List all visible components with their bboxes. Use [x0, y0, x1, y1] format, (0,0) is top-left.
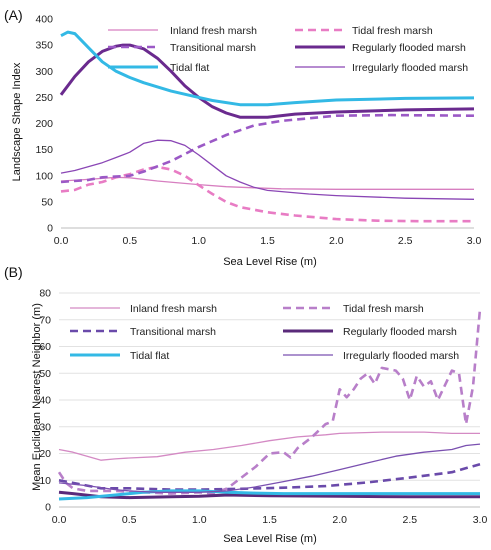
legend-label: Tidal fresh marsh	[352, 25, 433, 37]
y-tick-label: 20	[39, 448, 51, 460]
y-tick-label: 400	[35, 14, 53, 26]
legend-b: Inland fresh marsh Tidal fresh marsh Trans…	[70, 303, 459, 362]
legend-label: Transitional marsh	[130, 326, 216, 338]
y-tick-label: 250	[35, 92, 53, 104]
x-tick-label: 0.5	[122, 514, 137, 526]
y-tick-label: 100	[35, 170, 53, 182]
y-axis-title-a: Landscape Shape Index	[11, 62, 23, 181]
y-tick-label: 0	[47, 223, 53, 235]
series-line-tidal-fresh-marsh	[57, 308, 482, 495]
y-axis-title-b: Mean Euclidean Nearest Neighbor (m)	[31, 303, 43, 491]
x-tick-label: 0.5	[123, 235, 138, 247]
legend-label: Tidal flat	[170, 62, 209, 74]
x-tick-label: 1.0	[191, 235, 206, 247]
legend-label: Regularly flooded marsh	[343, 326, 457, 338]
y-tick-label: 350	[35, 40, 53, 52]
series-line-transitional-marsh	[60, 113, 475, 184]
legend-label: Inland fresh marsh	[170, 25, 257, 37]
x-tick-label: 1.0	[192, 514, 207, 526]
y-tick-label: 50	[39, 368, 51, 380]
x-tick-label: 0.0	[52, 514, 67, 526]
y-tick-label: 150	[35, 144, 53, 156]
y-tick-label: 200	[35, 118, 53, 130]
x-tick-label: 1.5	[260, 235, 275, 247]
y-tick-label: 80	[39, 288, 51, 300]
chart-b: (B) Mean Euclidean Nearest Neighbor (m) …	[4, 264, 487, 545]
legend-label: Regularly flooded marsh	[352, 42, 466, 54]
panel-label-b: (B)	[4, 264, 23, 280]
legend-label: Irregularly flooded marsh	[352, 62, 468, 74]
series-line-transitional-marsh	[58, 462, 481, 491]
legend-label: Irregularly flooded marsh	[343, 350, 459, 362]
y-tick-label: 10	[39, 475, 51, 487]
legend-label: Transitional marsh	[170, 42, 256, 54]
y-tick-label: 30	[39, 421, 51, 433]
series-line-inland-fresh-marsh	[60, 176, 474, 190]
y-tick-label: 70	[39, 314, 51, 326]
x-tick-label: 0.0	[54, 235, 69, 247]
x-tick-label: 2.5	[398, 235, 413, 247]
x-tick-label: 2.5	[403, 514, 418, 526]
x-axis-title-b: Sea Level Rise (m)	[223, 533, 317, 545]
chart-a: (A) Landscape Shape Index Sea Level Rise…	[4, 7, 481, 268]
legend-label: Tidal fresh marsh	[343, 303, 424, 315]
series-line-regularly-flooded-marsh	[59, 43, 475, 119]
series-line-inland-fresh-marsh	[58, 431, 480, 461]
x-tick-label: 3.0	[473, 514, 488, 526]
legend-label: Tidal flat	[130, 350, 169, 362]
x-tick-label: 1.5	[262, 514, 277, 526]
y-tick-label: 40	[39, 395, 51, 407]
x-tick-label: 3.0	[467, 235, 482, 247]
y-tick-label: 50	[41, 196, 53, 208]
series-line-irregularly-flooded-marsh	[60, 139, 475, 200]
x-tick-label: 2.0	[332, 514, 347, 526]
y-tick-label: 60	[39, 341, 51, 353]
y-tick-label: 300	[35, 66, 53, 78]
panel-label-a: (A)	[4, 7, 23, 23]
legend-label: Inland fresh marsh	[130, 303, 217, 315]
legend-a: Inland fresh marsh Tidal fresh marsh Trans…	[108, 25, 468, 74]
x-axis-title-a: Sea Level Rise (m)	[223, 256, 317, 268]
series-line-irregularly-flooded-marsh	[58, 443, 481, 493]
y-tick-label: 0	[45, 502, 51, 514]
series-line-tidal-flat	[60, 30, 475, 107]
x-tick-label: 2.0	[329, 235, 344, 247]
series-line-tidal-fresh-marsh	[60, 165, 474, 223]
